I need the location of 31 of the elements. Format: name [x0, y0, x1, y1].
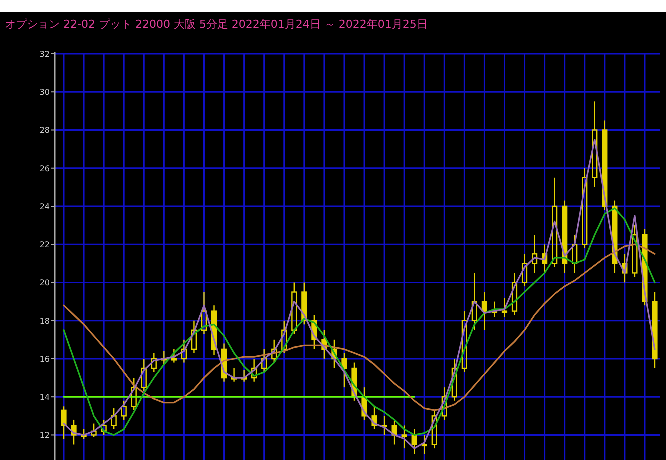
candlestick: [181, 339, 188, 364]
candlestick: [572, 234, 578, 274]
candlestick: [552, 177, 558, 268]
y-tick-label: 22: [40, 240, 50, 250]
candlestick: [201, 292, 208, 335]
y-tick-label: 20: [40, 278, 50, 288]
candlestick: [191, 320, 198, 354]
y-tick-label: 16: [40, 354, 50, 364]
candlestick: [151, 352, 157, 373]
y-tick-label: 18: [40, 316, 50, 326]
candlestick: [422, 434, 428, 455]
y-tick-label: 24: [40, 202, 50, 212]
candlestick: [532, 234, 538, 274]
candlestick: [592, 101, 598, 188]
y-tick-label: 30: [40, 88, 50, 98]
candlestick: [402, 425, 408, 450]
candlestick: [522, 254, 528, 288]
candlestick: [252, 358, 258, 382]
candlestick: [652, 292, 658, 370]
y-tick-label: 14: [40, 393, 50, 402]
candlestick: [462, 310, 468, 373]
chart-title: オプション 22-02 プット 22000 大阪 5分足 2022年01月24日 ～ 2022年01月25日: [5, 18, 428, 31]
y-tick-label: 12: [40, 431, 50, 440]
y-tick-label: 32: [40, 50, 50, 59]
y-tick-label: 26: [40, 164, 50, 174]
candlestick: [512, 272, 518, 316]
y-tick-label: 28: [40, 126, 50, 136]
candlestick: [452, 358, 458, 402]
candlestick: [482, 292, 488, 331]
candlestick: [382, 416, 388, 436]
candlestick: [472, 272, 478, 331]
